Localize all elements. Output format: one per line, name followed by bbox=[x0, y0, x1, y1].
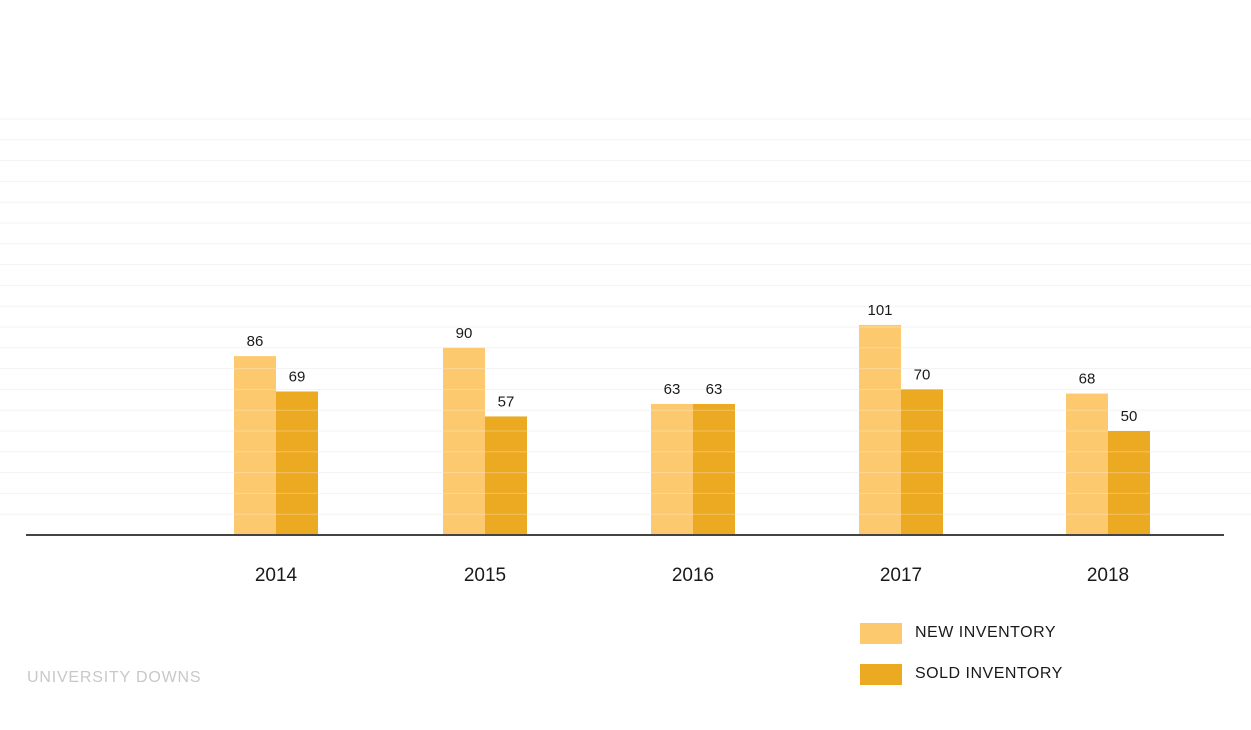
chart-gridlines bbox=[0, 118, 1251, 515]
legend-swatch-new bbox=[860, 622, 902, 644]
data-label-new-2017: 101 bbox=[867, 302, 892, 319]
data-label-new-2015: 90 bbox=[456, 325, 473, 342]
x-tick-2016: 2016 bbox=[672, 565, 714, 586]
data-label-sold-2017: 70 bbox=[914, 366, 931, 383]
data-label-sold-2018: 50 bbox=[1121, 408, 1138, 425]
bar-new-2017 bbox=[859, 324, 901, 535]
data-label-new-2014: 86 bbox=[247, 333, 264, 350]
data-label-sold-2015: 57 bbox=[498, 393, 515, 410]
legend-swatch-sold bbox=[860, 663, 902, 685]
bar-sold-2017 bbox=[901, 389, 943, 535]
x-tick-2014: 2014 bbox=[255, 565, 298, 586]
bar-sold-2016 bbox=[693, 403, 735, 535]
legend-label-sold: SOLD INVENTORY bbox=[915, 665, 1063, 682]
bar-sold-2014 bbox=[276, 391, 318, 535]
bar-new-2018 bbox=[1066, 393, 1108, 535]
x-tick-2018: 2018 bbox=[1087, 565, 1129, 586]
bar-new-2015 bbox=[443, 347, 485, 535]
chart-legend: NEW INVENTORY SOLD INVENTORY bbox=[860, 622, 1063, 704]
data-label-new-2016: 63 bbox=[664, 381, 681, 398]
data-label-sold-2014: 69 bbox=[289, 368, 306, 385]
data-label-new-2018: 68 bbox=[1079, 371, 1096, 388]
x-tick-2017: 2017 bbox=[880, 565, 922, 586]
legend-item-sold-inventory: SOLD INVENTORY bbox=[860, 663, 1063, 685]
data-label-sold-2016: 63 bbox=[706, 381, 723, 398]
bar-sold-2015 bbox=[485, 416, 527, 535]
x-tick-2015: 2015 bbox=[464, 565, 506, 586]
bar-sold-2018 bbox=[1108, 431, 1150, 535]
bar-new-2014 bbox=[234, 356, 276, 535]
bar-new-2016 bbox=[651, 403, 693, 535]
brand-watermark: UNIVERSITY DOWNS bbox=[27, 669, 202, 686]
legend-item-new-inventory: NEW INVENTORY bbox=[860, 622, 1063, 644]
legend-label-new: NEW INVENTORY bbox=[915, 624, 1057, 641]
x-axis-tick-labels: 2014 2015 2016 2017 2018 bbox=[255, 565, 1129, 586]
chart-bars bbox=[234, 324, 1150, 535]
chart-data-labels: 86 69 90 57 63 63 101 70 68 50 bbox=[247, 302, 1138, 425]
